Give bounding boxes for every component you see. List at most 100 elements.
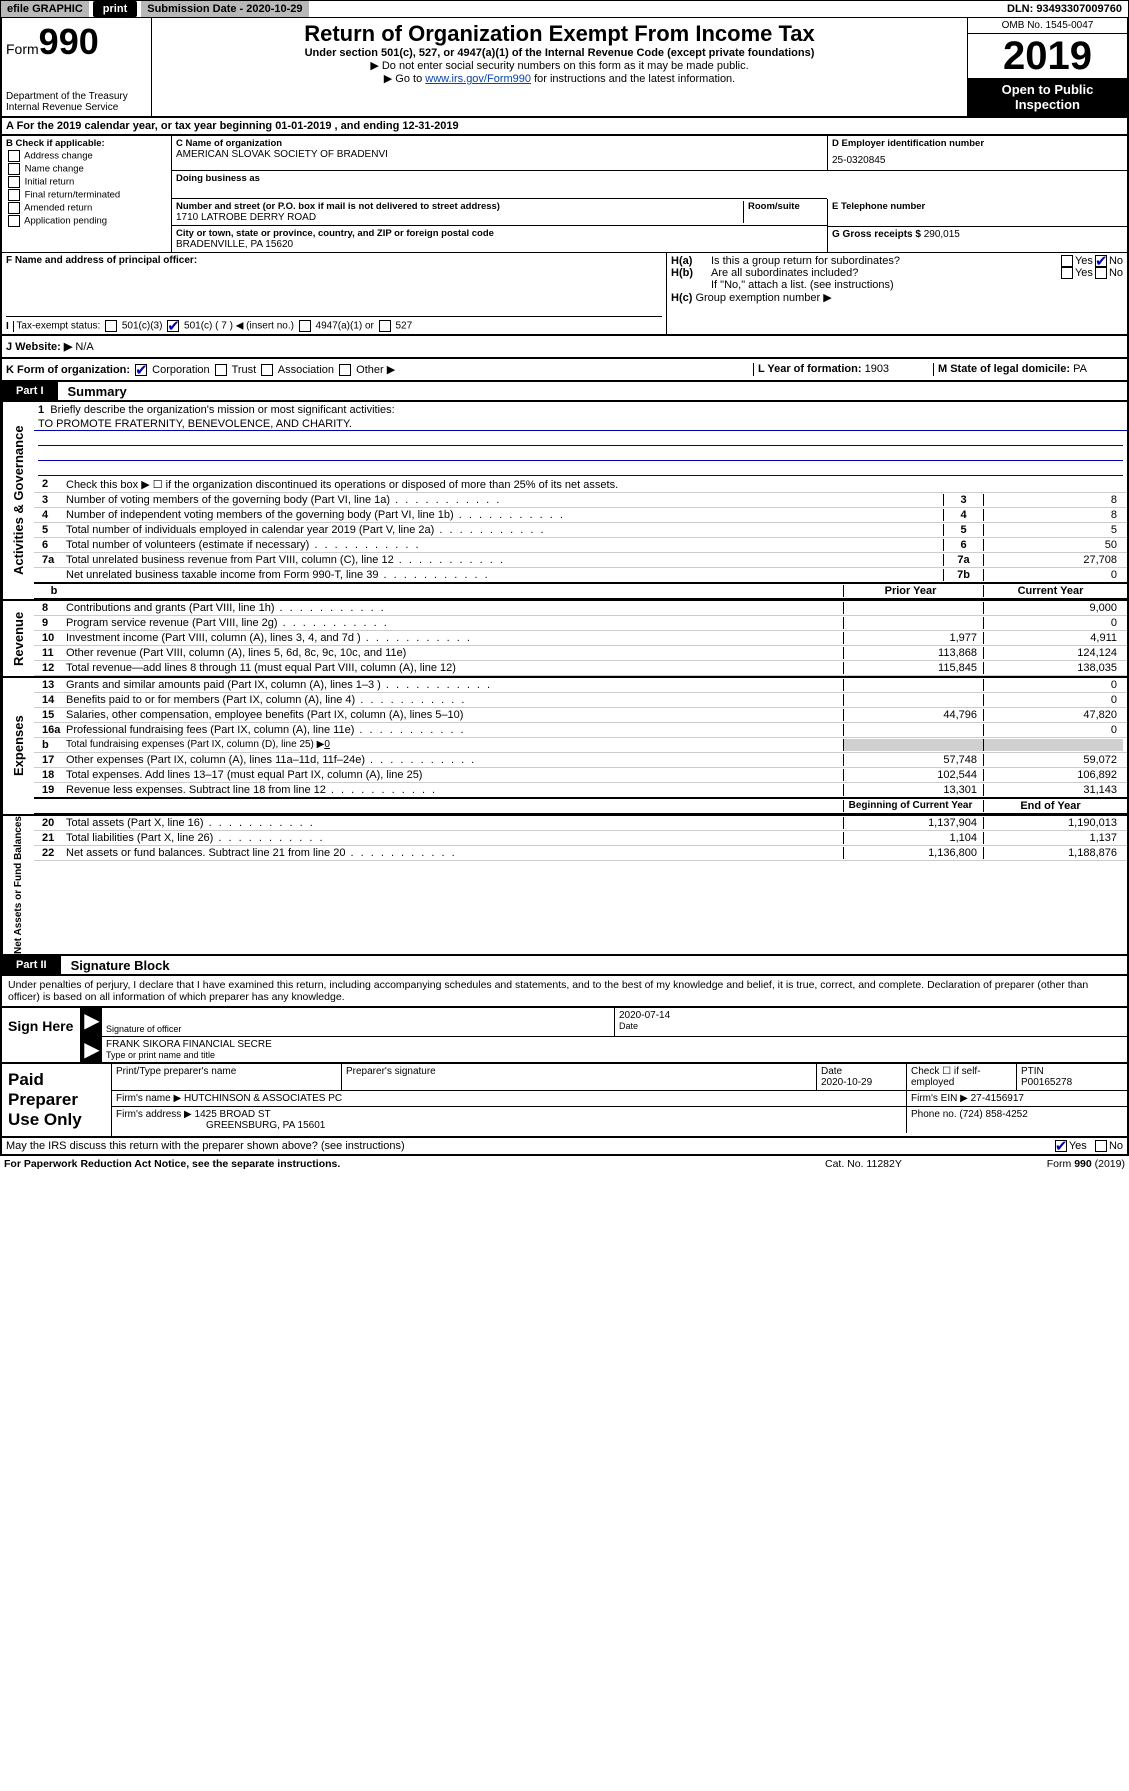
line22-curr: 1,188,876 — [983, 847, 1123, 859]
submission-date: Submission Date - 2020-10-29 — [141, 1, 308, 17]
501c-label: 501(c) ( 7 ) ◀ (insert no.) — [184, 321, 294, 332]
firm-addr1: 1425 BROAD ST — [195, 1109, 271, 1120]
principal-officer-label: F Name and address of principal officer: — [6, 255, 662, 266]
line11-curr: 124,124 — [983, 647, 1123, 659]
perjury-text: Under penalties of perjury, I declare th… — [0, 976, 1129, 1008]
part2-title: Signature Block — [61, 958, 170, 973]
omb-number: OMB No. 1545-0047 — [968, 18, 1127, 34]
header-right: OMB No. 1545-0047 2019 Open to Public In… — [967, 18, 1127, 116]
line4-text: Number of independent voting members of … — [66, 509, 943, 521]
527-checkbox[interactable] — [379, 320, 391, 332]
line16a-curr: 0 — [983, 724, 1123, 736]
corp-checkbox[interactable] — [135, 364, 147, 376]
goto-pre: ▶ Go to — [384, 73, 425, 85]
ha-yes: Yes — [1075, 255, 1093, 267]
state-domicile-label: M State of legal domicile: — [938, 363, 1070, 375]
line5-text: Total number of individuals employed in … — [66, 524, 943, 536]
other-checkbox[interactable] — [339, 364, 351, 376]
line3-value: 8 — [983, 494, 1123, 506]
line6-value: 50 — [983, 539, 1123, 551]
col-f: F Name and address of principal officer:… — [2, 253, 667, 334]
signature-label: Signature of officer — [106, 1024, 610, 1034]
line17-curr: 59,072 — [983, 754, 1123, 766]
line9-curr: 0 — [983, 617, 1123, 629]
line7b-value: 0 — [983, 569, 1123, 581]
line22-prior: 1,136,800 — [843, 847, 983, 859]
expenses-side-label: Expenses — [2, 678, 34, 814]
name-change-checkbox[interactable] — [8, 163, 20, 175]
line16b-value: 0 — [324, 739, 330, 750]
form-subtitle: Under section 501(c), 527, or 4947(a)(1)… — [158, 47, 961, 59]
ha-no-checkbox[interactable] — [1095, 255, 1107, 267]
row-j-website: J Website: ▶ N/A — [0, 336, 1129, 359]
app-pending-checkbox[interactable] — [8, 215, 20, 227]
line10-text: Investment income (Part VIII, column (A)… — [66, 632, 843, 644]
initial-return-checkbox[interactable] — [8, 176, 20, 188]
address-change-checkbox[interactable] — [8, 150, 20, 162]
line12-text: Total revenue—add lines 8 through 11 (mu… — [66, 662, 843, 674]
corp-label: Corporation — [152, 364, 209, 376]
section-bcd: B Check if applicable: Address change Na… — [0, 136, 1129, 252]
amended-checkbox[interactable] — [8, 202, 20, 214]
line10-curr: 4,911 — [983, 632, 1123, 644]
line20-text: Total assets (Part X, line 16) — [66, 817, 843, 829]
line18-curr: 106,892 — [983, 769, 1123, 781]
ptin-label: PTIN — [1021, 1066, 1044, 1077]
assoc-checkbox[interactable] — [261, 364, 273, 376]
preparer-date: 2020-10-29 — [821, 1077, 872, 1088]
city-value: BRADENVILLE, PA 15620 — [176, 239, 823, 250]
form990-link[interactable]: www.irs.gov/Form990 — [425, 73, 531, 85]
firm-phone: (724) 858-4252 — [959, 1109, 1027, 1120]
hb-yes-checkbox[interactable] — [1061, 267, 1073, 279]
prior-year-header: Prior Year — [843, 585, 983, 597]
officer-name: FRANK SIKORA FINANCIAL SECRE — [106, 1039, 1123, 1050]
501c3-label: 501(c)(3) — [122, 321, 163, 332]
line9-prior — [843, 617, 983, 629]
line12-curr: 138,035 — [983, 662, 1123, 674]
col-b-checkboxes: B Check if applicable: Address change Na… — [2, 136, 172, 252]
4947-checkbox[interactable] — [299, 320, 311, 332]
line13-prior — [843, 679, 983, 691]
row-a-tax-year: A For the 2019 calendar year, or tax yea… — [0, 118, 1129, 136]
part1-title: Summary — [58, 384, 127, 399]
trust-checkbox[interactable] — [215, 364, 227, 376]
final-return-checkbox[interactable] — [8, 189, 20, 201]
hc-label: Group exemption number ▶ — [695, 292, 831, 304]
line17-prior: 57,748 — [843, 754, 983, 766]
discuss-no-checkbox[interactable] — [1095, 1140, 1107, 1152]
address-change-label: Address change — [24, 151, 93, 162]
line14-prior — [843, 694, 983, 706]
netassets-side-label: Net Assets or Fund Balances — [2, 816, 34, 954]
527-label: 527 — [395, 321, 412, 332]
room-label: Room/suite — [748, 201, 823, 212]
amended-label: Amended return — [24, 203, 92, 214]
initial-return-label: Initial return — [25, 177, 75, 188]
final-return-label: Final return/terminated — [25, 190, 121, 201]
beg-year-header: Beginning of Current Year — [843, 800, 983, 812]
year-formation-value: 1903 — [865, 363, 889, 375]
sign-here-row: Sign Here ▶ Signature of officer 2020-07… — [0, 1008, 1129, 1064]
mission-label: Briefly describe the organization's miss… — [50, 404, 394, 416]
line7a-value: 27,708 — [983, 554, 1123, 566]
header-center: Return of Organization Exempt From Incom… — [152, 18, 967, 116]
discuss-no: No — [1109, 1140, 1123, 1152]
hb-no-checkbox[interactable] — [1095, 267, 1107, 279]
sign-date-label: Date — [619, 1021, 1123, 1031]
firm-ein: 27-4156917 — [971, 1093, 1024, 1104]
mission-text: TO PROMOTE FRATERNITY, BENEVOLENCE, AND … — [34, 416, 1127, 431]
501c-checkbox[interactable] — [167, 320, 179, 332]
ssn-note: ▶ Do not enter social security numbers o… — [158, 59, 961, 72]
goto-post: for instructions and the latest informat… — [531, 73, 735, 85]
expenses-block: Expenses 13Grants and similar amounts pa… — [0, 678, 1129, 816]
hb-no: No — [1109, 267, 1123, 279]
line6-text: Total number of volunteers (estimate if … — [66, 539, 943, 551]
line19-prior: 13,301 — [843, 784, 983, 796]
irs-discuss-row: May the IRS discuss this return with the… — [0, 1138, 1129, 1156]
501c3-checkbox[interactable] — [105, 320, 117, 332]
print-button[interactable]: print — [93, 1, 137, 17]
goto-note: ▶ Go to www.irs.gov/Form990 for instruct… — [158, 72, 961, 85]
revenue-block: Revenue 8Contributions and grants (Part … — [0, 601, 1129, 678]
ha-yes-checkbox[interactable] — [1061, 255, 1073, 267]
col-c: C Name of organization AMERICAN SLOVAK S… — [172, 136, 1127, 252]
discuss-yes-checkbox[interactable] — [1055, 1140, 1067, 1152]
